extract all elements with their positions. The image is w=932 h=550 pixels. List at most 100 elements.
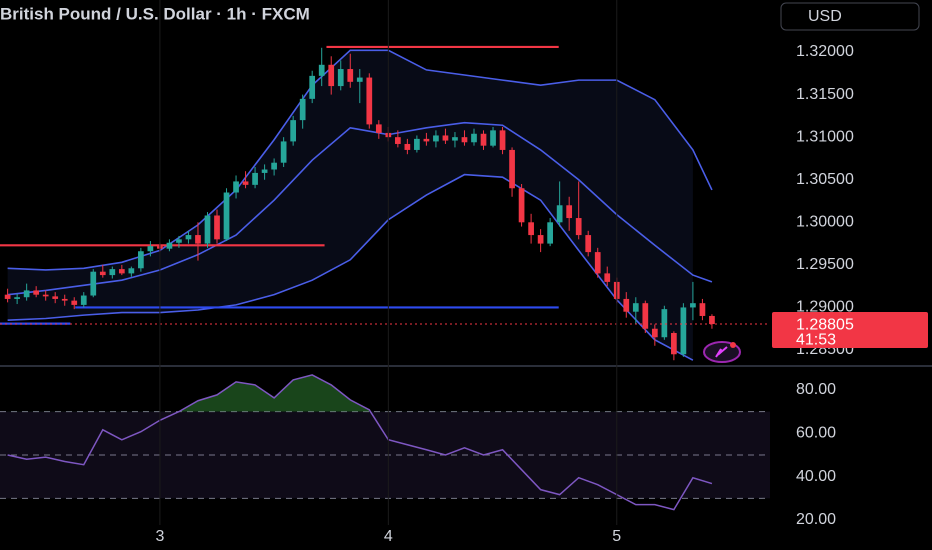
candle-body <box>52 296 59 299</box>
candle-body <box>299 98 306 121</box>
candle-body <box>537 235 544 244</box>
candle-body <box>280 141 287 163</box>
candle-body <box>690 303 696 308</box>
candle-body <box>528 222 534 236</box>
band-middle <box>7 121 713 296</box>
candle-body <box>242 181 249 185</box>
x-tick-label: 5 <box>612 528 621 545</box>
candle-body <box>471 133 477 143</box>
candle-body <box>204 215 211 244</box>
candle-body <box>328 64 335 87</box>
candle-body <box>118 269 125 274</box>
candle-body <box>261 169 268 173</box>
candle-body <box>195 235 201 244</box>
band-lower <box>7 173 694 361</box>
candle-body <box>61 298 68 301</box>
band-fill <box>7 50 693 361</box>
candle-body <box>556 205 563 223</box>
candle-body <box>252 172 258 185</box>
candle-body <box>709 315 715 325</box>
rsi-line <box>7 374 713 511</box>
candle-body <box>309 75 316 99</box>
countdown-label: 41:53 <box>796 331 836 348</box>
band-upper <box>7 49 713 271</box>
candle-body <box>547 222 553 244</box>
candle-body <box>642 303 649 329</box>
candle-body <box>375 124 382 133</box>
candle-body <box>109 269 116 276</box>
candle-body <box>138 251 144 269</box>
candle-body <box>33 290 40 295</box>
candle-body <box>518 188 525 223</box>
currency-button[interactable] <box>780 2 920 31</box>
candle-body <box>661 309 668 338</box>
price-tag <box>772 312 928 349</box>
candle-body <box>42 294 49 297</box>
candle-body <box>337 69 344 87</box>
candle-body <box>271 162 277 170</box>
candle-body <box>214 215 220 240</box>
rsi-tick-label: 60.00 <box>796 424 836 441</box>
y-tick-label: 1.31000 <box>796 128 854 145</box>
candle-body <box>594 252 601 274</box>
x-tick-label: 4 <box>384 528 393 545</box>
price-tag-label: 1.28805 <box>796 316 854 333</box>
candle-body <box>509 149 515 189</box>
candle-body <box>442 135 449 141</box>
candle-body <box>99 271 106 276</box>
candle-body <box>623 298 630 312</box>
y-tick-label: 1.29000 <box>796 299 854 316</box>
candle-body <box>71 300 78 305</box>
candle-body <box>176 239 182 243</box>
candle-body <box>147 246 154 252</box>
candle-body <box>414 138 420 150</box>
y-tick-label: 1.30000 <box>796 214 854 231</box>
rsi-tick-label: 20.00 <box>796 511 836 528</box>
candle-body <box>233 181 239 193</box>
candle-body <box>671 332 677 355</box>
candle-body <box>223 192 230 240</box>
candle-body <box>680 307 687 355</box>
candle-body <box>499 130 506 150</box>
candle-body <box>290 120 297 142</box>
candle-body <box>699 303 706 316</box>
candle-body <box>14 297 20 299</box>
candle-body <box>461 137 468 143</box>
candle-body <box>404 143 411 150</box>
candle-body <box>90 271 97 296</box>
candle-body <box>23 290 30 298</box>
currency-label[interactable]: USD <box>808 8 842 25</box>
candle-body <box>166 242 173 249</box>
candle-body <box>128 268 135 274</box>
rsi-tick-label: 40.00 <box>796 468 836 485</box>
candle-body <box>80 295 87 305</box>
candle-body <box>366 77 373 125</box>
rsi-pane <box>0 374 770 511</box>
candle-body <box>604 273 611 282</box>
x-tick-label: 3 <box>155 528 164 545</box>
alert-icon <box>703 341 741 363</box>
candle-body <box>318 64 325 76</box>
candle-body <box>347 69 354 82</box>
y-tick-label: 1.29500 <box>796 256 854 273</box>
candle-body <box>4 294 11 299</box>
chart-title: British Pound / U.S. Dollar · 1h · FXCM <box>0 4 310 23</box>
rsi-tick-label: 80.00 <box>796 381 836 398</box>
candle-body <box>452 137 458 141</box>
candle-body <box>575 218 582 236</box>
candle-body <box>356 77 363 82</box>
rsi-band-fill <box>0 411 770 499</box>
axes: 3 4 5 1.32000 1.31500 1.31000 1.30500 1.30000 1.… <box>155 0 928 545</box>
candle-body <box>423 138 430 142</box>
price-pane <box>0 45 770 361</box>
candle-body <box>566 205 573 219</box>
y-tick-label: 1.30500 <box>796 171 854 188</box>
candle-body <box>480 133 487 146</box>
candle-body <box>433 135 439 142</box>
y-tick-label: 1.31500 <box>796 86 854 103</box>
candle-body <box>632 303 639 312</box>
candle-body <box>490 130 496 146</box>
